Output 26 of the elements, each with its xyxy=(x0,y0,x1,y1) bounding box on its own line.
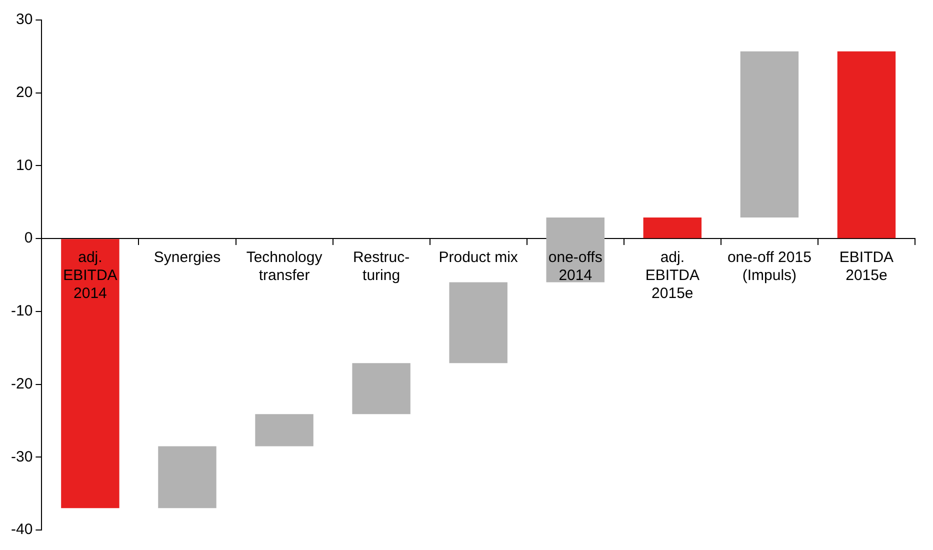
y-tick-label: -40 xyxy=(10,521,33,538)
y-tick-label: -10 xyxy=(10,302,33,320)
bar xyxy=(61,239,120,508)
bar xyxy=(546,217,604,282)
bar xyxy=(643,217,702,238)
y-tick-label: 20 xyxy=(16,84,33,101)
x-tick-label: adj. EBITDA 2015e xyxy=(645,249,700,302)
x-tick-label: Restruc- turing xyxy=(352,249,410,284)
x-tick-label: EBITDA 2015e xyxy=(839,249,894,284)
bar xyxy=(255,414,314,446)
x-tick-label: Synergies xyxy=(154,249,221,266)
bar xyxy=(352,363,410,414)
y-tick-label: 0 xyxy=(24,230,33,247)
y-tick-label: 10 xyxy=(16,156,33,174)
y-tick-label: -20 xyxy=(10,375,33,392)
bar xyxy=(449,282,508,364)
x-tick-label: one-off 2015 (Impuls) xyxy=(727,249,812,284)
bar xyxy=(740,51,799,218)
bar xyxy=(158,446,216,508)
x-tick-label: one-offs 2014 xyxy=(548,249,602,284)
x-tick-label: Product mix xyxy=(438,249,518,266)
x-tick-label: Technology transfer xyxy=(246,249,323,284)
bar xyxy=(837,51,896,238)
y-tick-label: 30 xyxy=(16,11,33,28)
y-tick-label: -30 xyxy=(10,448,33,466)
x-tick-label: adj. EBITDA 2014 xyxy=(63,249,118,302)
